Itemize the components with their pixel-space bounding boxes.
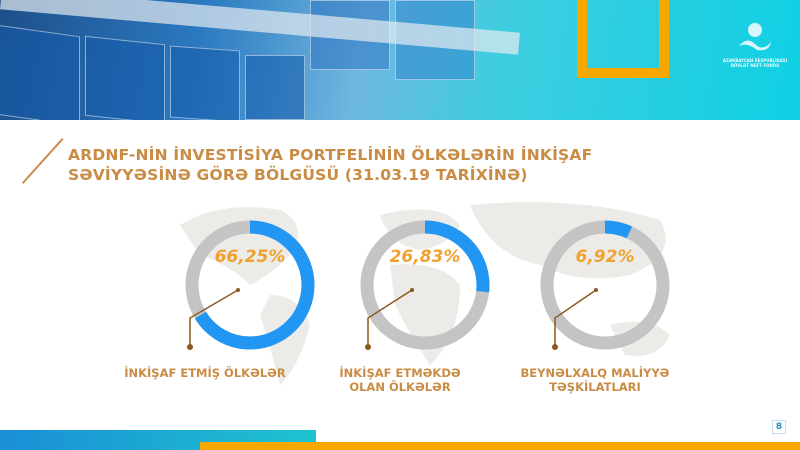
donut-track-3 xyxy=(540,220,670,350)
leader-dot-1 xyxy=(187,344,193,350)
leader-dot-3 xyxy=(552,344,558,350)
donut-segment-1 xyxy=(185,220,315,350)
title-line-1: ARDNF-NİN İNVESTİSİYA PORTFELİNİN ÖLKƏLƏ… xyxy=(68,146,593,164)
footer-bar-orange xyxy=(200,442,800,450)
page-number: 8 xyxy=(772,420,786,434)
logo-text: AZƏRBAYCAN RESPUBLİKASI DÖVLƏT NEFT FOND… xyxy=(722,58,788,68)
category-label-1: İNKİŞAF ETMİŞ ÖLKƏLƏR xyxy=(124,366,286,380)
category-label-2-line-1: İNKİŞAF ETMƏKDƏ xyxy=(339,366,461,380)
leader-start-dot-1 xyxy=(236,288,240,292)
leader-line-3 xyxy=(554,289,597,347)
value-label-2: 26,83% xyxy=(389,247,461,267)
category-label-3-line-2: TƏŞKİLATLARI xyxy=(549,380,641,394)
leader-line-1 xyxy=(189,289,239,347)
category-label-2: İNKİŞAF ETMƏKDƏ OLAN ÖLKƏLƏR xyxy=(330,366,470,394)
category-label-3-line-1: BEYNƏLXALQ MALİYYƏ xyxy=(520,366,670,380)
leader-line-2 xyxy=(367,289,413,347)
donut-segment-3 xyxy=(540,220,670,350)
donut-segment-2 xyxy=(360,220,490,350)
decorative-frame xyxy=(577,0,669,78)
value-label-3: 6,92% xyxy=(575,247,635,267)
title-line-2: SƏVİYYƏSİNƏ GÖRƏ BÖLGÜSÜ (31.03.19 TARİX… xyxy=(68,166,528,184)
logo: AZƏRBAYCAN RESPUBLİKASI DÖVLƏT NEFT FOND… xyxy=(720,22,790,68)
category-label-3: BEYNƏLXALQ MALİYYƏ TƏŞKİLATLARI xyxy=(515,366,675,394)
leader-start-dot-2 xyxy=(410,288,414,292)
leader-start-dot-3 xyxy=(594,288,598,292)
category-label-2-line-2: OLAN ÖLKƏLƏR xyxy=(349,380,451,394)
header-banner: AZƏRBAYCAN RESPUBLİKASI DÖVLƏT NEFT FOND… xyxy=(0,0,800,120)
page-title: ARDNF-NİN İNVESTİSİYA PORTFELİNİN ÖLKƏLƏ… xyxy=(68,145,592,185)
value-label-1: 66,25% xyxy=(214,247,286,267)
fund-logo-icon xyxy=(739,23,771,51)
leader-dot-2 xyxy=(365,344,371,350)
